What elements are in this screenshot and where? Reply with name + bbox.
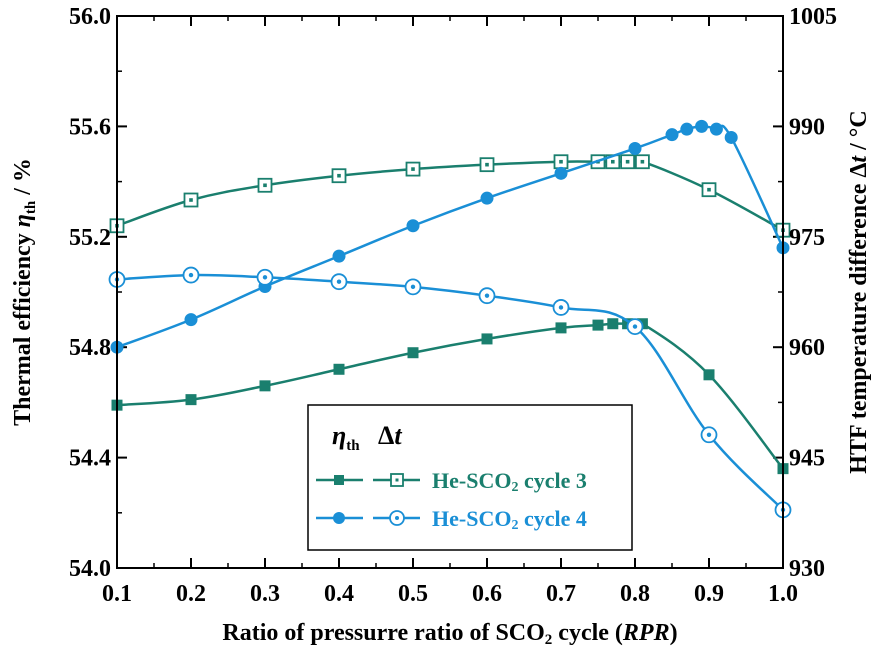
- legend-box: [307, 404, 633, 551]
- data-point-filled-circle: [724, 130, 738, 144]
- data-point-filled-square: [481, 333, 493, 345]
- x-tick-label: 0.2: [176, 581, 206, 607]
- data-point-open-square-center: [559, 159, 563, 164]
- x-tick-label: 0.3: [250, 581, 280, 607]
- data-point-filled-circle: [695, 119, 709, 133]
- series-line-1: [116, 158, 784, 232]
- y-axis-right-title: HTF temperature difference Δt / °C: [846, 110, 872, 473]
- legend-marker-open-circle-dot: [395, 516, 399, 520]
- tick-labels: 0.1 0.2 0.3 0.4 0.5 0.6 0.7 0.8 0.9 1.0 54.0 54.4 54…: [69, 4, 837, 607]
- data-point-open-square-center: [707, 187, 711, 192]
- y-left-tick-label: 55.2: [69, 225, 111, 251]
- x-tick-label: 0.6: [472, 581, 502, 607]
- data-point-open-circle-center: [558, 305, 564, 310]
- data-point-open-square-center: [189, 198, 193, 202]
- y-left-tick-label: 54.8: [69, 335, 111, 361]
- legend-header-dt: Δt: [378, 421, 402, 450]
- data-point-filled-circle: [184, 313, 198, 327]
- y-right-tick-label: 990: [789, 114, 825, 140]
- data-point-open-circle-center: [262, 275, 268, 280]
- y-right-tick-label: 1005: [789, 4, 837, 30]
- data-point-filled-circle: [709, 122, 723, 136]
- data-point-open-square-center: [611, 159, 615, 164]
- data-point-open-circle-center: [484, 293, 490, 298]
- data-point-open-square-center: [640, 159, 645, 164]
- data-point-open-square-center: [263, 183, 267, 188]
- x-tick-label: 1.0: [768, 581, 798, 607]
- y-left-tick-label: 54.4: [69, 446, 111, 472]
- y-left-tick-label: 56.0: [69, 4, 111, 30]
- legend-header-eta: ηth: [332, 421, 360, 454]
- data-point-filled-square: [607, 318, 619, 330]
- x-tick-label: 0.8: [620, 581, 650, 607]
- legend-marker-filled-circle: [333, 512, 345, 524]
- legend-entry-cycle3: He-SCO2 cycle 3: [316, 468, 587, 495]
- data-point-filled-circle: [665, 128, 679, 142]
- data-point-filled-square: [259, 380, 271, 392]
- x-tick-label: 0.1: [102, 581, 132, 607]
- data-point-open-circle-center: [410, 284, 416, 290]
- y-right-tick-label: 945: [789, 446, 825, 472]
- y-axis-left-title: Thermal efficiency ηth / %: [10, 158, 39, 426]
- x-tick-label: 0.9: [694, 581, 724, 607]
- data-point-filled-circle: [332, 249, 346, 263]
- data-point-open-circle-center: [188, 272, 194, 278]
- series-line-2: [116, 124, 785, 349]
- data-point-open-circle-center: [632, 324, 638, 329]
- y-right-tick-label: 930: [789, 556, 825, 582]
- data-point-filled-square: [555, 322, 567, 334]
- series-line-3: [116, 273, 784, 511]
- data-point-filled-square: [592, 319, 604, 331]
- data-point-open-square-center: [485, 162, 489, 167]
- data-point-filled-square: [407, 347, 419, 359]
- x-tick-label: 0.5: [398, 581, 428, 607]
- plot-frame: [116, 15, 784, 569]
- data-point-open-square-center: [337, 173, 341, 178]
- data-point-open-square-center: [625, 159, 630, 164]
- legend-entry-cycle4: He-SCO2 cycle 4: [316, 506, 587, 533]
- x-axis-title: Ratio of pressurre ratio of SCO2 cycle (…: [222, 620, 677, 648]
- data-point-filled-circle: [680, 122, 694, 136]
- legend: ηth Δt He-SCO2 cycle 3 He-SCO2 cycle 4: [307, 404, 633, 551]
- data-point-filled-circle: [406, 219, 420, 233]
- data-point-filled-circle: [628, 141, 642, 155]
- data-point-filled-circle: [554, 166, 568, 180]
- y-right-tick-label: 960: [789, 335, 825, 361]
- legend-marker-filled-square: [334, 475, 344, 485]
- x-tick-label: 0.7: [546, 581, 576, 607]
- y-right-tick-label: 975: [789, 225, 825, 251]
- data-point-filled-square: [703, 369, 715, 381]
- legend-marker-open-square-dot: [395, 478, 399, 482]
- y-left-tick-label: 55.6: [69, 114, 111, 140]
- data-point-open-square-center: [411, 167, 415, 171]
- y-left-tick-label: 54.0: [69, 556, 111, 582]
- legend-label-cycle4: He-SCO2 cycle 4: [432, 506, 587, 533]
- data-point-filled-circle: [480, 191, 494, 205]
- data-point-filled-square: [333, 363, 345, 375]
- data-point-filled-square: [185, 394, 197, 406]
- data-point-open-circle-center: [706, 432, 712, 437]
- data-point-open-circle-center: [336, 279, 342, 284]
- legend-label-cycle3: He-SCO2 cycle 3: [432, 468, 587, 495]
- x-tick-label: 0.4: [324, 581, 354, 607]
